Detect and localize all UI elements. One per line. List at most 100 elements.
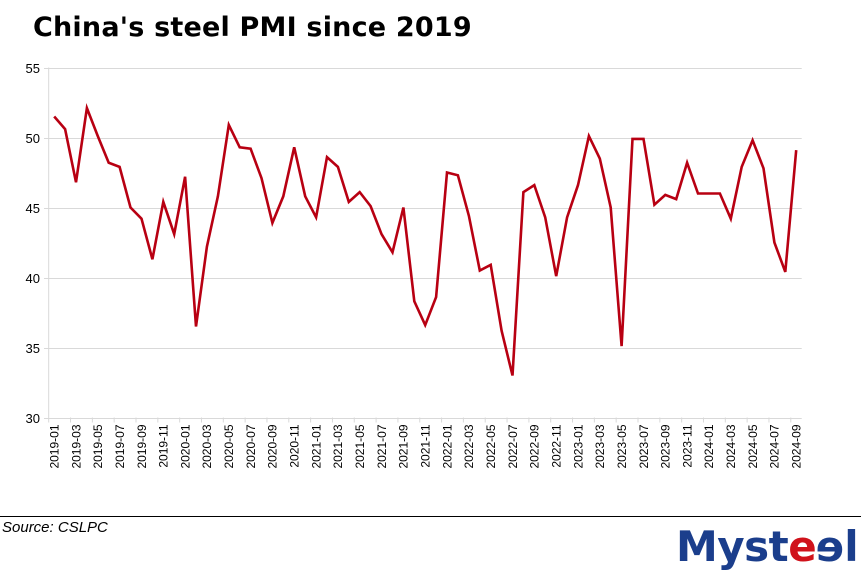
data-point [380, 233, 382, 235]
data-point [53, 115, 55, 117]
data-point [304, 195, 306, 197]
data-point [315, 216, 317, 218]
data-point [599, 157, 601, 159]
logo-text-prefix: Myst [676, 522, 789, 571]
x-tick-label: 2022-03 [462, 424, 476, 468]
data-point [217, 195, 219, 197]
data-point [118, 166, 120, 168]
data-point [795, 149, 797, 151]
x-tick-label: 2019-05 [91, 424, 105, 468]
data-point [195, 325, 197, 327]
x-tick-label: 2019-03 [69, 424, 83, 468]
data-point [653, 204, 655, 206]
chart-title: China's steel PMI since 2019 [33, 12, 472, 43]
data-point [566, 216, 568, 218]
y-tick-label: 35 [26, 341, 40, 356]
series-steel-pmi [53, 103, 798, 376]
footer-divider [0, 516, 861, 517]
data-point [784, 271, 786, 273]
x-tick-label: 2020-03 [200, 424, 214, 468]
data-point [173, 233, 175, 235]
data-point [468, 215, 470, 217]
data-point [75, 181, 77, 183]
x-tick-label: 2021-07 [375, 424, 389, 468]
data-point [730, 218, 732, 220]
data-point [282, 195, 284, 197]
data-point [413, 300, 415, 302]
x-tick-label: 2021-03 [331, 424, 345, 468]
data-point [642, 138, 644, 140]
logo-e-red: e [788, 522, 817, 571]
series-line [53, 103, 798, 376]
data-point [490, 264, 492, 266]
x-tick-label: 2019-11 [157, 424, 171, 467]
data-point [588, 135, 590, 137]
x-tick-label: 2022-07 [506, 424, 520, 468]
logo-e-blue: e [816, 522, 845, 571]
data-point [369, 205, 371, 207]
gridlines [44, 68, 802, 419]
data-point [271, 222, 273, 224]
data-point [675, 198, 677, 200]
x-tick-label: 2022-09 [528, 424, 542, 468]
y-tick-label: 40 [26, 271, 40, 286]
data-point [577, 184, 579, 186]
x-axis: 2019-01 2019-03 2019-05 2019-07 2019-09 2019-… [47, 417, 804, 469]
data-point [697, 192, 699, 194]
x-tick-label: 2020-11 [288, 424, 302, 467]
data-point [533, 184, 535, 186]
x-tick-label: 2021-09 [397, 424, 411, 468]
data-point [686, 162, 688, 164]
data-point [391, 251, 393, 253]
source-note: Source: CSLPC [2, 519, 108, 536]
data-point [664, 194, 666, 196]
x-tick-label: 2024-09 [790, 424, 804, 468]
data-point [260, 177, 262, 179]
data-point [631, 138, 633, 140]
x-tick-label: 2023-05 [615, 424, 629, 468]
data-point [97, 135, 99, 137]
data-point [751, 139, 753, 141]
mysteel-logo: Mysteel [676, 521, 859, 573]
data-point [402, 206, 404, 208]
x-tick-label: 2020-01 [178, 424, 192, 468]
x-tick-label: 2022-05 [484, 424, 498, 468]
x-tick-label: 2022-11 [549, 424, 563, 467]
x-tick-label: 2022-01 [440, 424, 454, 468]
x-tick-label: 2024-03 [724, 424, 738, 468]
x-tick-label: 2023-07 [637, 424, 651, 468]
x-tick-label: 2023-03 [593, 424, 607, 468]
data-point [457, 174, 459, 176]
data-point [424, 324, 426, 326]
data-point [446, 171, 448, 173]
data-point [151, 258, 153, 260]
y-tick-label: 45 [26, 201, 40, 216]
x-tick-label: 2019-01 [47, 424, 61, 468]
data-point [620, 345, 622, 347]
data-point [293, 146, 295, 148]
x-tick-label: 2021-11 [419, 424, 433, 467]
x-tick-label: 2023-01 [571, 424, 585, 468]
x-tick-label: 2024-01 [702, 424, 716, 468]
data-point [239, 146, 241, 148]
data-point [773, 241, 775, 243]
y-tick-label: 55 [26, 61, 40, 76]
data-point [522, 191, 524, 193]
data-point [86, 107, 88, 109]
data-point [337, 166, 339, 168]
data-point [140, 218, 142, 220]
data-point [129, 206, 131, 208]
data-point [162, 201, 164, 203]
x-tick-label: 2023-11 [680, 424, 694, 467]
x-tick-label: 2024-05 [746, 424, 760, 468]
data-point [359, 191, 361, 193]
data-point [719, 192, 721, 194]
data-point [348, 201, 350, 203]
x-tick-label: 2020-05 [222, 424, 236, 468]
x-tick-label: 2021-05 [353, 424, 367, 468]
data-point [326, 156, 328, 158]
x-tick-label: 2024-07 [768, 424, 782, 468]
data-point [610, 206, 612, 208]
y-tick-label: 30 [26, 411, 40, 426]
y-axis: 30 35 40 45 50 55 [26, 61, 50, 426]
